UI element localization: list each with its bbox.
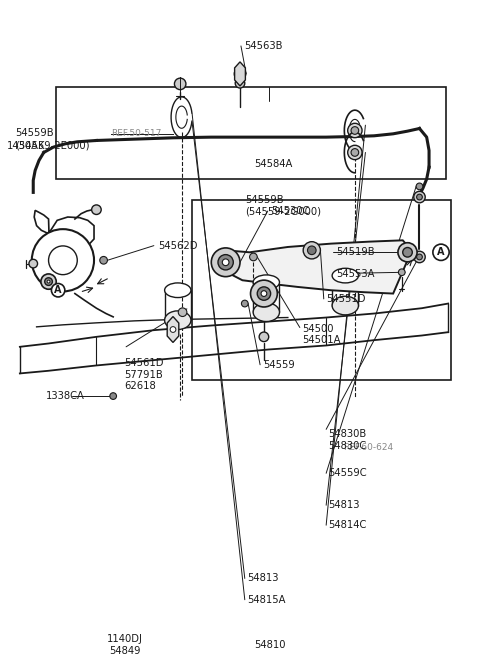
Text: 54810: 54810 (254, 640, 286, 650)
Circle shape (29, 259, 37, 268)
Text: 54814C: 54814C (328, 520, 367, 530)
Circle shape (308, 246, 316, 255)
Text: 54563B: 54563B (244, 41, 282, 51)
Circle shape (351, 149, 359, 156)
Circle shape (178, 308, 187, 317)
Circle shape (414, 251, 425, 263)
Text: 54559C: 54559C (328, 468, 367, 478)
Ellipse shape (165, 283, 191, 297)
Circle shape (92, 205, 101, 215)
Text: 54559B
(54559-2E000): 54559B (54559-2E000) (15, 129, 90, 150)
Text: 54551D: 54551D (326, 294, 366, 304)
Ellipse shape (253, 275, 279, 289)
Circle shape (250, 253, 257, 261)
Text: REF.60-624: REF.60-624 (343, 444, 393, 452)
Circle shape (170, 327, 176, 332)
Ellipse shape (165, 311, 191, 329)
Text: 54815A: 54815A (247, 595, 286, 605)
Text: 54559B
(54559-2G000): 54559B (54559-2G000) (245, 195, 321, 217)
Circle shape (174, 78, 186, 89)
Circle shape (32, 229, 94, 291)
Circle shape (417, 254, 422, 260)
Circle shape (100, 256, 108, 264)
Circle shape (235, 79, 245, 88)
Text: 1140DJ
54849: 1140DJ 54849 (107, 634, 143, 656)
Text: 54561D
57791B
62618: 54561D 57791B 62618 (124, 358, 164, 392)
Circle shape (234, 68, 246, 79)
Text: 54813: 54813 (247, 574, 279, 584)
Circle shape (222, 259, 229, 265)
Circle shape (416, 183, 423, 189)
Circle shape (303, 241, 321, 259)
Text: 54553A: 54553A (336, 269, 374, 279)
Ellipse shape (253, 303, 279, 321)
Ellipse shape (332, 268, 359, 283)
Circle shape (48, 246, 77, 275)
Polygon shape (235, 62, 245, 86)
Circle shape (348, 145, 362, 159)
Circle shape (211, 248, 240, 277)
Circle shape (351, 127, 359, 134)
Circle shape (45, 277, 52, 285)
Circle shape (417, 194, 422, 200)
Circle shape (398, 269, 405, 275)
Circle shape (261, 291, 267, 296)
Polygon shape (167, 317, 179, 342)
Text: 54519B: 54519B (336, 247, 374, 257)
Circle shape (110, 393, 117, 400)
Circle shape (403, 247, 412, 257)
Text: A: A (437, 247, 445, 257)
Circle shape (218, 255, 233, 270)
Circle shape (259, 332, 269, 342)
Text: 54500
54501A: 54500 54501A (302, 323, 341, 345)
Text: 54559: 54559 (263, 360, 295, 370)
Circle shape (51, 283, 65, 297)
Text: 54562D: 54562D (158, 241, 198, 251)
Polygon shape (226, 240, 408, 293)
Bar (56, 87, 446, 179)
Circle shape (241, 300, 248, 307)
Text: 54830B
54830C: 54830B 54830C (328, 430, 367, 451)
Bar (192, 200, 451, 380)
Circle shape (414, 191, 425, 203)
Circle shape (47, 280, 50, 283)
Text: 1430AK: 1430AK (6, 141, 45, 151)
Circle shape (433, 244, 449, 260)
Circle shape (348, 123, 362, 137)
Text: 54530C: 54530C (271, 206, 310, 216)
Circle shape (398, 243, 417, 262)
Circle shape (41, 274, 56, 289)
Circle shape (251, 280, 277, 307)
Text: A: A (54, 285, 62, 295)
Ellipse shape (332, 296, 359, 315)
Text: 1338CA: 1338CA (46, 391, 85, 401)
Circle shape (257, 287, 271, 300)
Text: 54813: 54813 (328, 500, 360, 510)
Text: REF.50-517: REF.50-517 (111, 129, 161, 138)
Text: 54584A: 54584A (254, 159, 293, 169)
